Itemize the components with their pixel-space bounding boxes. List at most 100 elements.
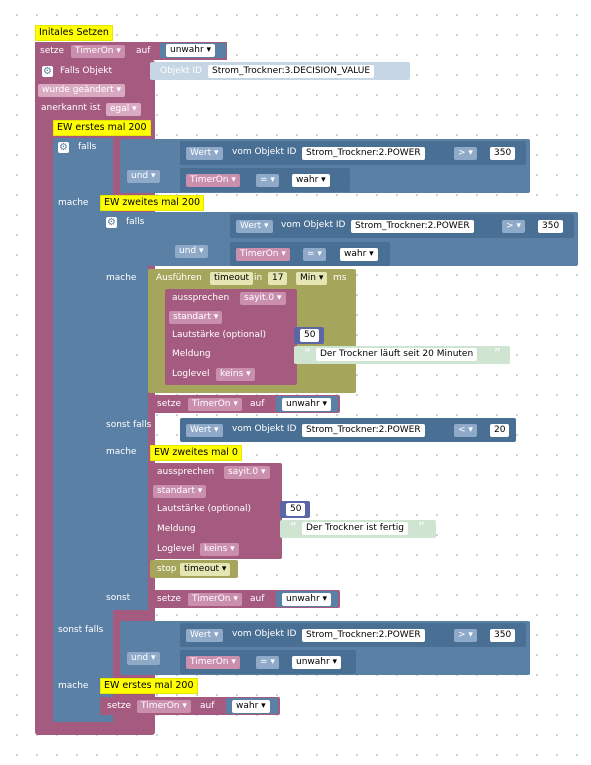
wert-dropdown[interactable]: Wert ▾ — [186, 424, 223, 437]
vom-objekt-label: vom Objekt ID — [232, 424, 297, 434]
comment-ew-erstes-200-b[interactable]: EW erstes mal 200 — [100, 678, 198, 694]
keins-dropdown[interactable]: keins ▾ — [200, 543, 239, 556]
standart-dropdown[interactable]: standart ▾ — [153, 485, 207, 498]
unwahr-dropdown[interactable]: unwahr ▾ — [282, 398, 332, 411]
gear-icon[interactable]: ⚙ — [106, 217, 117, 228]
if-block-2[interactable] — [100, 212, 148, 610]
eq-dropdown[interactable]: = ▾ — [256, 656, 279, 669]
timeron-var[interactable]: TimerOn ▾ — [188, 398, 242, 411]
comment-init[interactable]: Initales Setzen — [35, 25, 113, 41]
timeout-dropdown[interactable]: timeout ▾ — [180, 563, 231, 576]
num-350[interactable]: 350 — [490, 629, 516, 642]
wert-dropdown[interactable]: Wert ▾ — [186, 147, 223, 160]
num-50[interactable]: 50 — [300, 329, 320, 342]
wurde-geaendert-dropdown[interactable]: wurde geändert ▾ — [38, 84, 126, 97]
ms-label: ms — [333, 273, 347, 283]
wahr-dropdown[interactable]: wahr ▾ — [292, 174, 330, 187]
ausfuehren-label: Ausführen — [156, 273, 202, 283]
in-label: in — [254, 273, 263, 283]
sayit-dropdown[interactable]: sayit.0 ▾ — [224, 466, 270, 479]
wahr-dropdown[interactable]: wahr ▾ — [232, 700, 270, 713]
gear-icon[interactable]: ⚙ — [42, 66, 53, 77]
gear-icon[interactable]: ⚙ — [58, 142, 69, 153]
setze-label: setze — [107, 701, 132, 711]
vom-objekt-label: vom Objekt ID — [232, 147, 297, 157]
open-quote-icon: “ — [290, 521, 297, 536]
vom-objekt-label: vom Objekt ID — [232, 629, 297, 639]
anerkannt-label: anerkannt ist — [41, 103, 101, 113]
lt-dropdown[interactable]: < ▾ — [454, 424, 477, 437]
min-dropdown[interactable]: Min ▾ — [296, 272, 328, 285]
sonst-label: sonst — [106, 593, 131, 603]
loglevel-label: Loglevel — [172, 369, 210, 379]
timeron-var[interactable]: TimerOn ▾ — [236, 248, 290, 261]
falls-label: falls — [78, 142, 97, 152]
setze-label: setze — [40, 46, 65, 56]
meldung-label: Meldung — [172, 349, 211, 359]
sonst-falls-label: sonst falls — [58, 625, 104, 635]
power-id-field[interactable]: Strom_Trockner:2.POWER — [302, 629, 425, 642]
auf-label: auf — [250, 399, 265, 409]
objekt-id-field[interactable]: Strom_Trockner:3.DECISION_VALUE — [208, 65, 375, 78]
falls-label: falls — [126, 217, 145, 227]
und-dropdown[interactable]: und ▾ — [127, 170, 160, 183]
power-id-field[interactable]: Strom_Trockner:2.POWER — [302, 147, 425, 160]
num-350[interactable]: 350 — [538, 220, 564, 233]
und-dropdown[interactable]: und ▾ — [175, 245, 208, 258]
setze-label: setze — [157, 399, 182, 409]
standart-dropdown[interactable]: standart ▾ — [169, 311, 223, 324]
keins-dropdown[interactable]: keins ▾ — [216, 368, 255, 381]
msg-fertig-field[interactable]: Der Trockner ist fertig — [302, 522, 408, 535]
aussprechen-label: aussprechen — [172, 293, 230, 303]
trigger-footer — [35, 722, 155, 734]
timeout-name-field[interactable]: timeout — [210, 272, 254, 285]
objekt-id-label: Objekt ID — [160, 66, 203, 76]
num-350[interactable]: 350 — [490, 147, 516, 160]
comment-ew-zweites-200[interactable]: EW zweites mal 200 — [100, 195, 205, 211]
eq-dropdown[interactable]: = ▾ — [303, 248, 326, 261]
wahr-dropdown[interactable]: wahr ▾ — [340, 248, 378, 261]
lautstaerke-label: Lautstärke (optional) — [157, 504, 251, 514]
unwahr-dropdown[interactable]: unwahr ▾ — [282, 593, 332, 606]
unwahr-dropdown[interactable]: unwahr ▾ — [166, 44, 216, 57]
wert-dropdown[interactable]: Wert ▾ — [236, 220, 273, 233]
auf-label: auf — [200, 701, 215, 711]
egal-dropdown[interactable]: egal ▾ — [106, 103, 141, 116]
gt-dropdown[interactable]: > ▾ — [502, 220, 525, 233]
num-50[interactable]: 50 — [286, 503, 306, 516]
gt-dropdown[interactable]: > ▾ — [454, 629, 477, 642]
stop-label: stop — [157, 564, 177, 574]
aussprechen-label: aussprechen — [157, 467, 215, 477]
gt-dropdown[interactable]: > ▾ — [454, 147, 477, 160]
comment-ew-zweites-0[interactable]: EW zweites mal 0 — [150, 445, 242, 461]
sayit-dropdown[interactable]: sayit.0 ▾ — [240, 292, 286, 305]
vom-objekt-label: vom Objekt ID — [281, 220, 346, 230]
lautstaerke-label: Lautstärke (optional) — [172, 330, 266, 340]
sonst-falls-label: sonst falls — [106, 420, 152, 430]
open-quote-icon: “ — [304, 347, 311, 362]
und-dropdown[interactable]: und ▾ — [127, 652, 160, 665]
falls-objekt-label: Falls Objekt — [60, 66, 112, 76]
power-id-field[interactable]: Strom_Trockner:2.POWER — [351, 220, 474, 233]
close-quote-icon: ” — [418, 521, 425, 536]
mache-label: mache — [58, 198, 89, 208]
wert-dropdown[interactable]: Wert ▾ — [186, 629, 223, 642]
mache-label: mache — [58, 681, 89, 691]
loglevel-label: Loglevel — [157, 544, 195, 554]
num-20[interactable]: 20 — [490, 424, 510, 437]
var-timeron-dropdown[interactable]: TimerOn ▾ — [71, 45, 125, 58]
timeron-var[interactable]: TimerOn ▾ — [137, 700, 191, 713]
setze-label: setze — [157, 594, 182, 604]
timeron-var[interactable]: TimerOn ▾ — [186, 174, 240, 187]
auf-label: auf — [250, 594, 265, 604]
comment-ew-erstes-200[interactable]: EW erstes mal 200 — [53, 120, 151, 136]
num-17[interactable]: 17 — [268, 272, 288, 285]
power-id-field[interactable]: Strom_Trockner:2.POWER — [302, 424, 425, 437]
auf-label: auf — [136, 46, 151, 56]
unwahr-dropdown[interactable]: unwahr ▾ — [292, 656, 342, 669]
timeron-var[interactable]: TimerOn ▾ — [188, 593, 242, 606]
meldung-label: Meldung — [157, 524, 196, 534]
eq-dropdown[interactable]: = ▾ — [256, 174, 279, 187]
timeron-var[interactable]: TimerOn ▾ — [186, 656, 240, 669]
msg-20-field[interactable]: Der Trockner läuft seit 20 Minuten — [316, 348, 478, 361]
